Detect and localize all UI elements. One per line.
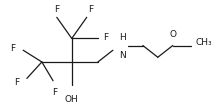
Text: H: H <box>119 32 126 41</box>
Text: OH: OH <box>65 94 79 103</box>
Text: F: F <box>104 32 109 41</box>
Text: N: N <box>119 51 126 60</box>
Text: F: F <box>54 5 59 14</box>
Text: CH₃: CH₃ <box>195 38 212 47</box>
Text: O: O <box>169 30 176 39</box>
Text: F: F <box>14 78 19 87</box>
Text: F: F <box>11 44 16 53</box>
Text: F: F <box>52 87 58 96</box>
Text: F: F <box>88 5 93 14</box>
